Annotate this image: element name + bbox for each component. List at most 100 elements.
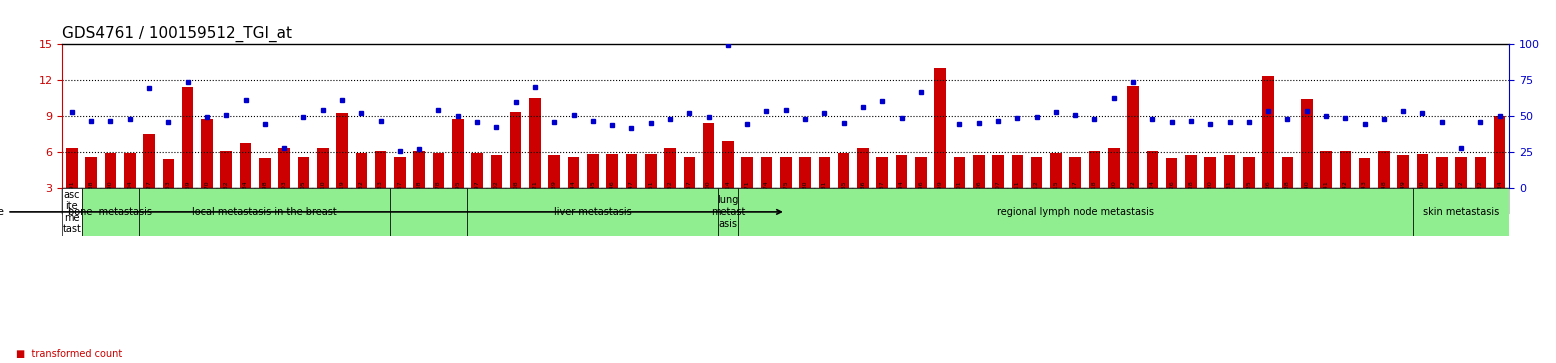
Text: GSM1124903: GSM1124903 — [282, 180, 286, 222]
Text: GSM1124899: GSM1124899 — [938, 180, 943, 222]
Bar — [1379, 151, 1390, 188]
Bar — [467, 188, 487, 214]
Bar — [1008, 188, 1027, 214]
Bar — [529, 98, 541, 188]
Bar — [1239, 188, 1259, 214]
Text: GSM1124884: GSM1124884 — [243, 180, 247, 222]
Text: GSM1124868: GSM1124868 — [417, 180, 422, 221]
Text: GSM1124886: GSM1124886 — [860, 180, 865, 221]
Bar — [795, 188, 815, 214]
Text: GSM1124953: GSM1124953 — [166, 180, 171, 222]
Text: GSM1124874: GSM1124874 — [764, 180, 769, 222]
Bar — [258, 158, 271, 188]
Bar — [370, 188, 391, 214]
Bar — [837, 153, 850, 188]
Text: GSM1124938: GSM1124938 — [1285, 180, 1290, 222]
Text: GSM1124920: GSM1124920 — [1111, 180, 1116, 222]
Bar — [876, 156, 888, 188]
Text: tissue: tissue — [0, 207, 781, 217]
Bar — [1127, 86, 1139, 188]
Bar — [182, 87, 193, 188]
Bar — [1204, 156, 1217, 188]
Text: GSM1124945: GSM1124945 — [590, 180, 596, 222]
Text: bone  metastasis: bone metastasis — [68, 207, 152, 217]
Text: GSM1124832: GSM1124832 — [1478, 180, 1483, 222]
Text: GSM1124902: GSM1124902 — [493, 180, 499, 222]
Text: GSM1124922: GSM1124922 — [1131, 180, 1136, 222]
Text: GSM1124940: GSM1124940 — [1304, 180, 1309, 222]
Bar — [607, 154, 618, 188]
Bar — [892, 188, 912, 214]
Text: GSM1124947: GSM1124947 — [629, 180, 633, 222]
Text: GSM1124816: GSM1124816 — [1439, 180, 1444, 221]
Bar — [1432, 188, 1452, 214]
Bar — [1123, 188, 1142, 214]
Text: GSM1124932: GSM1124932 — [359, 180, 364, 222]
Bar — [1243, 156, 1254, 188]
Text: GSM1124952: GSM1124952 — [668, 180, 672, 222]
Bar — [297, 156, 310, 188]
Bar — [587, 154, 599, 188]
Bar — [1262, 76, 1274, 188]
Text: GSM1124900: GSM1124900 — [706, 180, 711, 222]
Text: GSM1124888: GSM1124888 — [89, 180, 93, 221]
Bar — [1340, 151, 1351, 188]
Bar — [1223, 155, 1235, 188]
Text: GSM1124907: GSM1124907 — [996, 180, 1001, 222]
Text: GSM1124880: GSM1124880 — [803, 180, 808, 221]
Text: ■  transformed count: ■ transformed count — [16, 349, 121, 359]
Bar — [853, 188, 873, 214]
Bar — [1335, 188, 1355, 214]
Bar — [391, 188, 409, 214]
Text: GSM1124878: GSM1124878 — [436, 180, 440, 222]
Text: GSM1124904: GSM1124904 — [128, 180, 132, 222]
Bar — [1491, 188, 1509, 214]
Text: GSM1124887: GSM1124887 — [879, 180, 885, 222]
Bar — [1050, 153, 1061, 188]
Text: GSM1124927: GSM1124927 — [146, 180, 151, 222]
Bar — [159, 188, 177, 214]
Text: GSM1124939: GSM1124939 — [552, 180, 557, 222]
Bar — [506, 188, 526, 214]
Bar — [221, 151, 232, 188]
Bar — [1011, 155, 1024, 188]
Bar — [703, 123, 714, 188]
Bar — [857, 148, 868, 188]
FancyBboxPatch shape — [1413, 188, 1509, 236]
Bar — [1147, 151, 1158, 188]
Bar — [1030, 156, 1043, 188]
Bar — [722, 141, 734, 188]
Text: GSM1124950: GSM1124950 — [1421, 180, 1425, 222]
Text: GSM1124935: GSM1124935 — [1246, 180, 1251, 222]
Bar — [216, 188, 237, 214]
Bar — [568, 156, 579, 188]
Text: GSM1124901: GSM1124901 — [957, 180, 962, 222]
Bar — [81, 188, 101, 214]
Bar — [1162, 188, 1181, 214]
Bar — [1475, 156, 1486, 188]
Text: GSM1124957: GSM1124957 — [686, 180, 692, 222]
Bar — [719, 188, 738, 214]
Bar — [934, 68, 946, 188]
Bar — [1416, 154, 1428, 188]
Bar — [800, 156, 811, 188]
Bar — [1397, 155, 1410, 188]
Bar — [1186, 155, 1197, 188]
Bar — [526, 188, 545, 214]
Bar — [490, 155, 503, 188]
Text: asc
ite
me
tast: asc ite me tast — [62, 189, 81, 234]
Bar — [1494, 116, 1506, 188]
Bar — [738, 188, 756, 214]
Bar — [815, 188, 834, 214]
Text: GSM1124890: GSM1124890 — [107, 180, 114, 222]
Bar — [683, 156, 696, 188]
Bar — [993, 155, 1004, 188]
Text: GSM1124946: GSM1124946 — [610, 180, 615, 222]
Bar — [394, 156, 406, 188]
Bar — [274, 188, 294, 214]
Bar — [177, 188, 198, 214]
Bar — [912, 188, 930, 214]
Bar — [776, 188, 795, 214]
Bar — [664, 148, 675, 188]
Text: GSM1124917: GSM1124917 — [1072, 180, 1078, 222]
